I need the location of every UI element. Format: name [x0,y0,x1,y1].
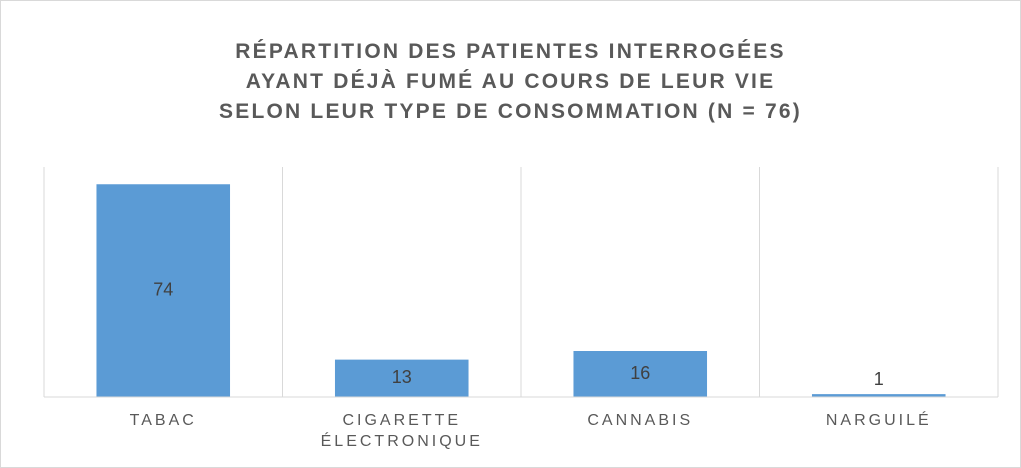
bar [811,394,946,397]
bar [573,351,708,397]
x-tick-label: CANNABIS [587,412,694,429]
x-tick-label: NARGUILÉ [825,412,932,429]
bar [334,359,469,397]
x-tick-label: TABAC [129,412,197,429]
bar [96,184,231,397]
x-tick-label: CIGARETTE ÉLECTRONIQUE [320,412,483,450]
data-label: 74 [153,279,173,299]
data-label: 13 [392,367,412,387]
data-label: 1 [874,369,884,389]
chart-title: RÉPARTITION DES PATIENTES INTERROGÉES AY… [219,40,802,123]
data-label: 16 [630,363,650,383]
